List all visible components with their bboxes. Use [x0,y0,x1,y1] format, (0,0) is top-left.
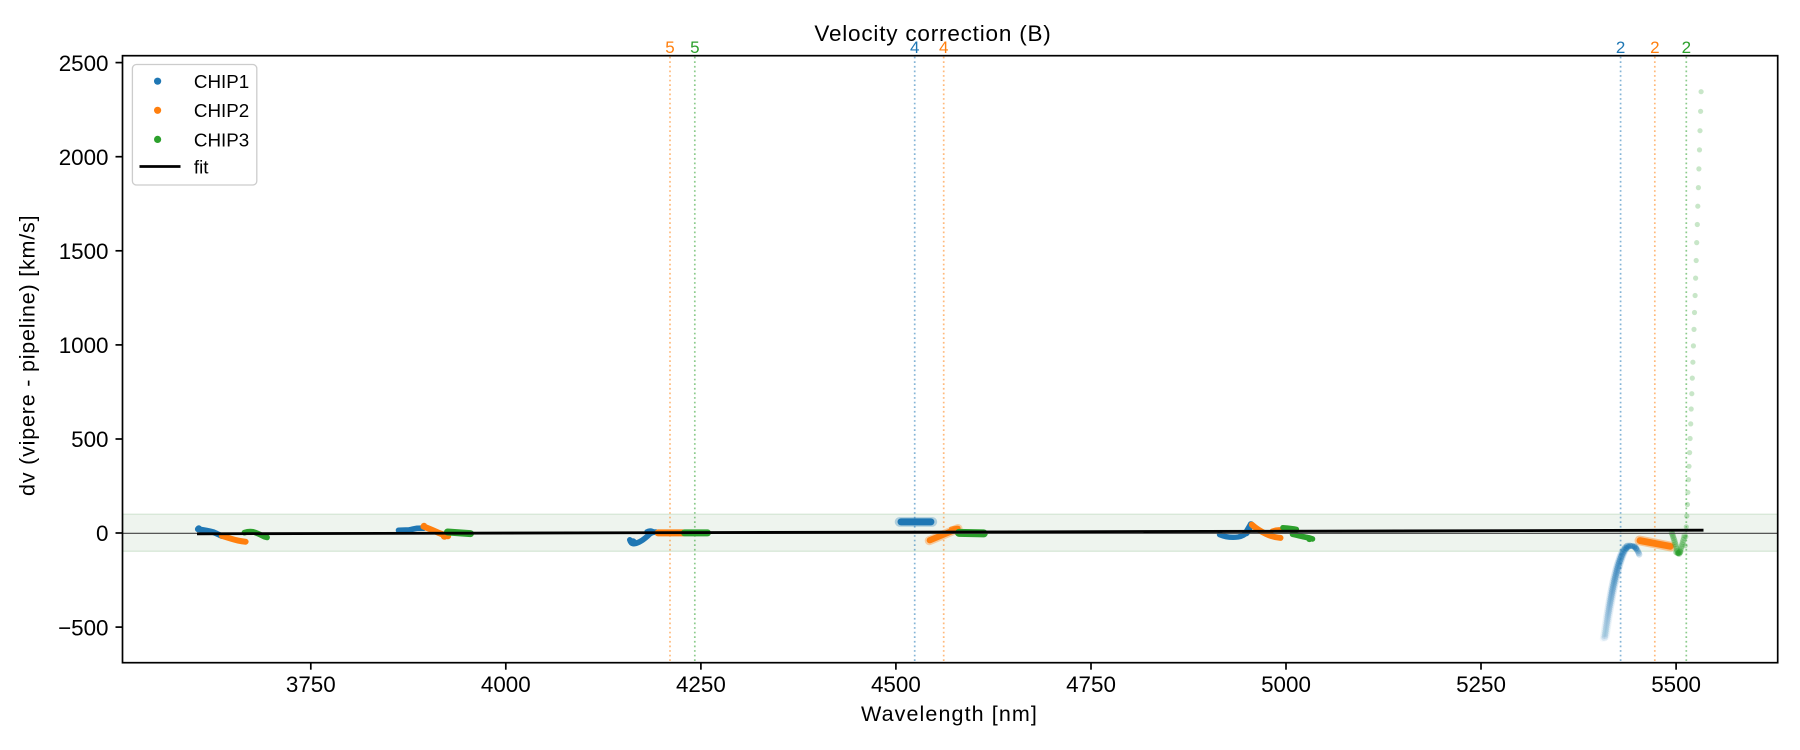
svg-text:2: 2 [1682,38,1691,57]
svg-text:4750: 4750 [1066,672,1116,697]
svg-text:dv (vipere - pipeline) [km/s]: dv (vipere - pipeline) [km/s] [15,215,39,496]
svg-text:1500: 1500 [59,239,109,264]
svg-text:5500: 5500 [1651,672,1701,697]
svg-text:5250: 5250 [1456,672,1506,697]
svg-text:CHIP2: CHIP2 [194,100,249,121]
svg-text:4: 4 [939,38,948,57]
svg-text:2: 2 [1616,38,1625,57]
svg-text:1000: 1000 [59,333,109,358]
svg-text:0: 0 [96,521,108,546]
svg-text:CHIP1: CHIP1 [194,71,249,92]
svg-text:4500: 4500 [871,672,921,697]
svg-text:5: 5 [690,38,699,57]
svg-text:Wavelength [nm]: Wavelength [nm] [861,702,1038,726]
svg-text:CHIP3: CHIP3 [194,129,249,150]
svg-text:5000: 5000 [1261,672,1311,697]
svg-text:fit: fit [194,156,209,177]
svg-text:500: 500 [71,427,108,452]
svg-text:2500: 2500 [59,51,109,76]
svg-text:5: 5 [665,38,674,57]
svg-text:3750: 3750 [286,672,336,697]
svg-text:2: 2 [1650,38,1659,57]
svg-text:Velocity correction (B): Velocity correction (B) [814,21,1051,46]
svg-text:4000: 4000 [481,672,531,697]
svg-text:2000: 2000 [59,145,109,170]
svg-text:4: 4 [910,38,919,57]
svg-text:−500: −500 [58,615,108,640]
svg-text:4250: 4250 [676,672,726,697]
